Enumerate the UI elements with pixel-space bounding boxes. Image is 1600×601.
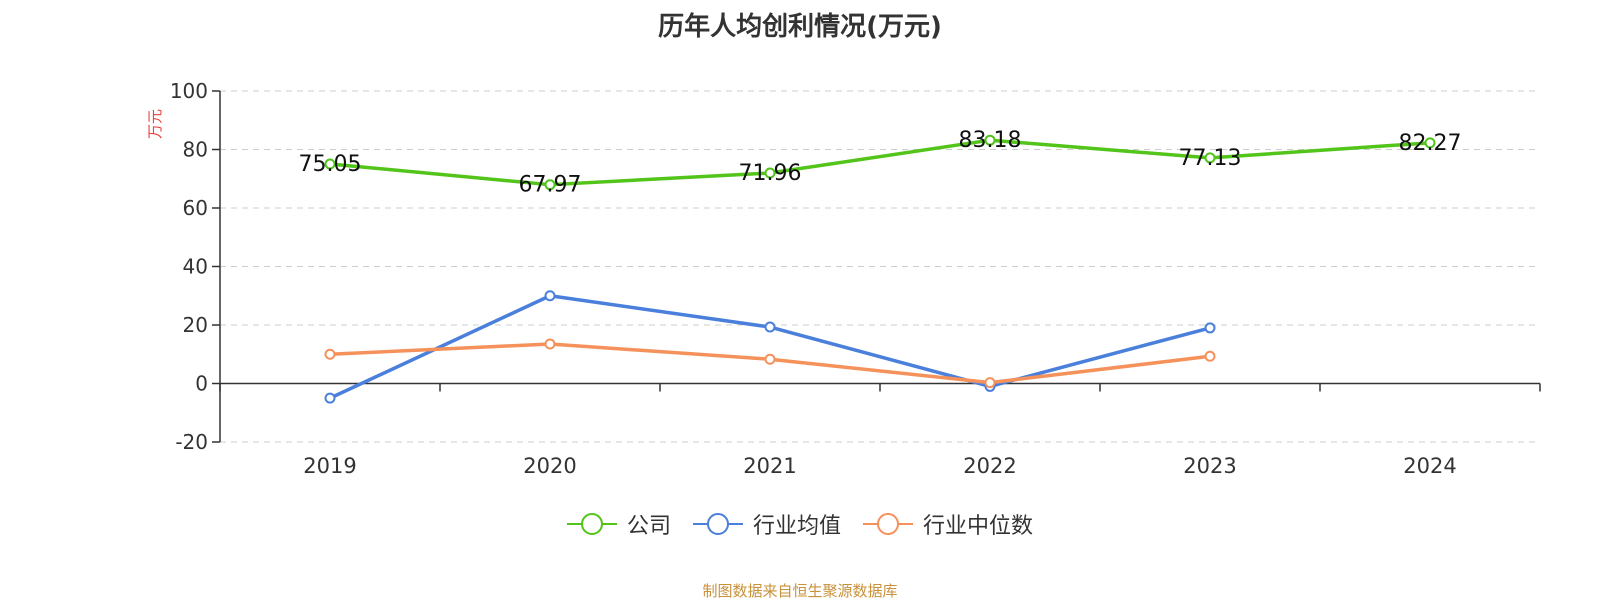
x-tick-label: 2022 bbox=[963, 454, 1016, 478]
data-label: 75.05 bbox=[299, 152, 362, 177]
data-point bbox=[984, 134, 996, 146]
data-point bbox=[1204, 322, 1216, 334]
data-point bbox=[544, 290, 556, 302]
data-point bbox=[1204, 152, 1216, 164]
data-point bbox=[764, 353, 776, 365]
data-label: 67.97 bbox=[519, 173, 582, 198]
data-point bbox=[324, 158, 336, 170]
y-tick-label: 20 bbox=[183, 313, 208, 337]
data-point bbox=[324, 392, 336, 404]
x-tick-label: 2024 bbox=[1403, 454, 1456, 478]
data-label: 82.27 bbox=[1399, 131, 1462, 156]
legend-label: 行业均值 bbox=[752, 514, 841, 539]
data-label: 77.13 bbox=[1179, 146, 1242, 171]
data-point bbox=[1424, 137, 1436, 149]
legend: 公司 行业均值 行业中位数 bbox=[0, 508, 1600, 540]
axes: -20 0 20 40 60 80 100 2019 2020 2021 2022 2023 2024 bbox=[170, 79, 1541, 478]
chart-title: 历年人均创利情况(万元) bbox=[658, 12, 942, 42]
x-tick-label: 2019 bbox=[303, 454, 356, 478]
legend-label: 公司 bbox=[626, 514, 671, 539]
x-tick-label: 2021 bbox=[743, 454, 796, 478]
series-line-0 bbox=[329, 138, 1431, 187]
legend-line-circle-icon bbox=[863, 513, 913, 535]
legend-label: 行业中位数 bbox=[923, 514, 1034, 539]
data-label: 71.96 bbox=[739, 161, 802, 186]
legend-item[interactable]: 行业均值 bbox=[692, 508, 841, 540]
y-tick-label: 0 bbox=[195, 372, 208, 396]
legend-line-circle-icon bbox=[566, 513, 617, 535]
y-tick-label: 80 bbox=[183, 138, 208, 162]
x-tick-label: 2023 bbox=[1183, 454, 1236, 478]
x-tick-label: 2020 bbox=[523, 454, 576, 478]
data-point bbox=[544, 338, 556, 350]
legend-item[interactable]: 公司 bbox=[566, 508, 671, 540]
y-tick-label: -20 bbox=[175, 430, 208, 454]
data-point bbox=[544, 179, 556, 191]
data-labels: 75.05 67.97 71.96 83.18 77.13 82.27 bbox=[299, 128, 1462, 197]
y-tick-label: 60 bbox=[183, 196, 208, 220]
data-point bbox=[984, 377, 996, 389]
y-tick-label: 100 bbox=[170, 79, 208, 103]
grid-lines bbox=[220, 90, 1540, 443]
y-axis-label: 万元 bbox=[146, 109, 164, 139]
data-point bbox=[764, 167, 776, 179]
data-point bbox=[324, 348, 336, 360]
data-label: 83.18 bbox=[959, 128, 1022, 153]
legend-item[interactable]: 行业中位数 bbox=[863, 508, 1033, 540]
data-point bbox=[1204, 350, 1216, 362]
data-point bbox=[764, 321, 776, 333]
y-tick-label: 40 bbox=[183, 255, 208, 279]
series-lines bbox=[324, 134, 1436, 404]
source-note: 制图数据来自恒生聚源数据库 bbox=[702, 582, 898, 600]
legend-line-circle-icon bbox=[692, 513, 743, 535]
